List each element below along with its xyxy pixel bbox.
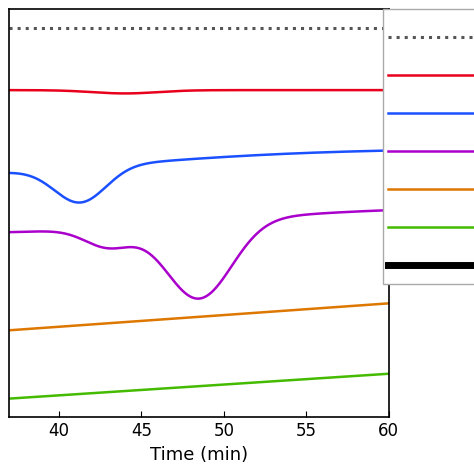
FancyBboxPatch shape bbox=[383, 9, 474, 284]
X-axis label: Time (min): Time (min) bbox=[150, 446, 248, 464]
